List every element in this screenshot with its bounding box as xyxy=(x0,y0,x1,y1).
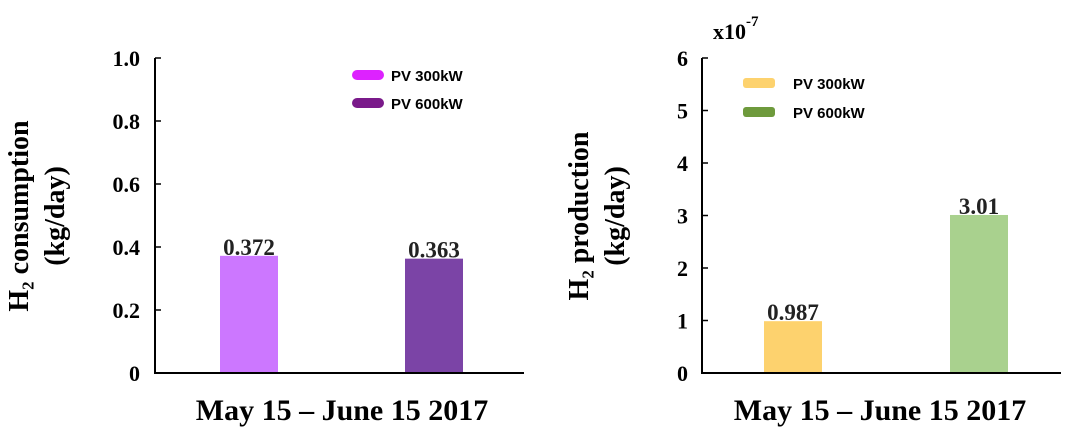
y-tick-label: 1 xyxy=(677,309,688,334)
data-labels-right: 0.987 3.01 xyxy=(767,194,999,325)
data-label: 0.363 xyxy=(408,238,460,263)
y-tick-label: 0.4 xyxy=(113,235,141,260)
y-tick-label: 0 xyxy=(129,361,140,386)
data-labels-left: 0.372 0.363 xyxy=(223,235,460,263)
y-axis-label-left-line1: H₂ consumption xyxy=(4,120,35,312)
y-tick-label: 6 xyxy=(677,46,688,71)
bar-pv-600kw xyxy=(405,258,463,373)
axis-multiplier: x10-7 xyxy=(713,14,759,44)
bars-right xyxy=(764,214,1008,373)
data-label: 0.372 xyxy=(223,235,275,260)
legend-label-pv300: PV 300kW xyxy=(391,68,464,85)
legend-swatch-pv300 xyxy=(352,70,384,80)
legend-right: PV 300kW PV 600kW xyxy=(743,76,866,122)
y-tick-label: 0.8 xyxy=(113,109,141,134)
data-label: 0.987 xyxy=(767,300,819,325)
y-tick-label: 4 xyxy=(677,151,688,176)
legend-swatch-pv600 xyxy=(352,98,384,108)
x-axis-label-left: May 15 – June 15 2017 xyxy=(196,394,489,427)
legend-label-pv600: PV 600kW xyxy=(391,96,464,113)
y-tick-label: 0.2 xyxy=(113,298,141,323)
chart-production: 0 1 2 3 4 5 6 0.987 3.01 x10-7 PV 300kW PV 600k… xyxy=(564,14,1061,427)
bar-pv-300kw xyxy=(220,255,278,373)
y-tick-label: 2 xyxy=(677,256,688,281)
legend-left: PV 300kW PV 600kW xyxy=(352,68,464,113)
y-axis-label-right: H₂ production (kg/day) xyxy=(564,131,631,300)
y-ticks-left: 0 0.2 0.4 0.6 0.8 1.0 xyxy=(113,46,161,386)
x-axis-label-right: May 15 – June 15 2017 xyxy=(734,394,1027,427)
axis-frame-right xyxy=(701,58,1061,374)
y-tick-label: 0 xyxy=(677,361,688,386)
axis-frame-left xyxy=(154,58,524,374)
bars-left xyxy=(220,255,463,373)
y-tick-label: 5 xyxy=(677,99,688,124)
y-tick-label: 0.6 xyxy=(113,172,141,197)
y-axis-label-left-line2: (kg/day) xyxy=(40,166,71,266)
legend-swatch-pv300-right xyxy=(743,78,775,88)
y-axis-label-right-line2: (kg/day) xyxy=(600,166,631,266)
y-axis-label-right-line1: H₂ production xyxy=(564,131,595,300)
legend-label-pv600-right: PV 600kW xyxy=(793,105,866,122)
y-ticks-right: 0 1 2 3 4 5 6 xyxy=(677,46,708,386)
bar-pv-300kw xyxy=(764,321,822,373)
chart-consumption: 0 0.2 0.4 0.6 0.8 1.0 0.372 0.363 PV 300kW PV … xyxy=(4,46,524,427)
y-axis-label-left: H₂ consumption (kg/day) xyxy=(4,120,71,312)
data-label: 3.01 xyxy=(959,194,999,219)
legend-label-pv300-right: PV 300kW xyxy=(793,76,866,93)
bar-pv-600kw xyxy=(950,214,1008,373)
y-tick-label: 3 xyxy=(677,204,688,229)
legend-swatch-pv600-right xyxy=(743,107,775,117)
y-tick-label: 1.0 xyxy=(113,46,141,71)
